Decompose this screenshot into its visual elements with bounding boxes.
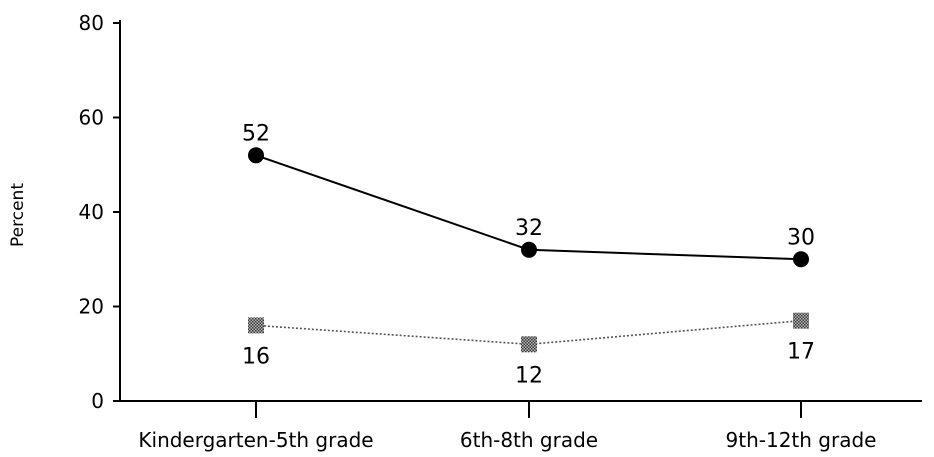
data-label: 16 [242,344,270,369]
y-tick-label: 40 [79,200,104,224]
x-tick-label: Kindergarten-5th grade [138,428,373,452]
series-layer: 52 32 30 16 12 17 [242,121,815,388]
data-point [521,336,537,353]
data-point [248,147,264,164]
x-tick-label: 6th-8th grade [460,428,598,452]
y-tick-label: 80 [79,11,104,35]
data-label: 17 [787,340,815,365]
series-2: 16 12 17 [242,312,815,388]
data-label: 12 [515,363,543,388]
plot-area: 0 20 40 60 80 Kindergarten-5th grade 6th-8th … [8,11,922,452]
y-tick-label: 0 [91,389,104,413]
data-label: 32 [515,216,543,241]
data-label: 52 [242,121,270,146]
y-axis-title: Percent [8,183,28,247]
data-point [793,312,809,329]
series-1: 52 32 30 [242,121,815,268]
data-label: 30 [787,225,815,250]
data-point [248,317,264,334]
x-tick-label: 9th-12th grade [726,428,877,452]
y-tick-label: 60 [79,106,104,130]
data-point [521,241,537,258]
y-ticks: 0 20 40 60 80 [79,11,120,413]
x-ticks: Kindergarten-5th grade 6th-8th grade 9th-1… [138,401,876,452]
y-tick-label: 20 [79,295,104,319]
data-point [793,251,809,268]
